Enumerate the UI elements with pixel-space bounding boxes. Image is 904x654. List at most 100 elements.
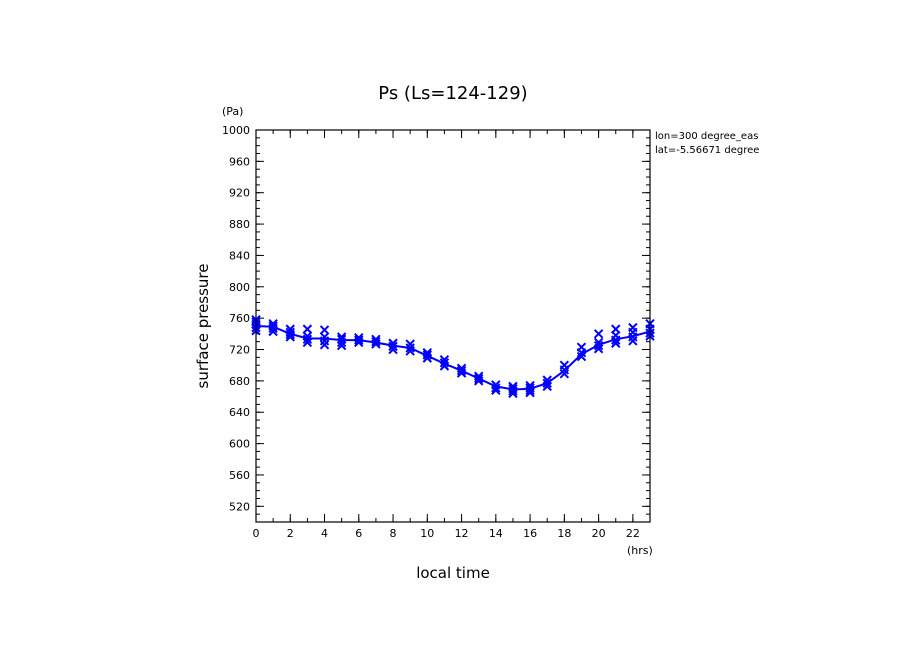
- marker-stroke: [576, 342, 587, 352]
- y-unit-label: (Pa): [222, 105, 243, 118]
- marker-stroke: [491, 380, 501, 390]
- data-point-marker: [611, 324, 621, 334]
- x-tick-label: 16: [523, 527, 537, 540]
- data-point-marker: [405, 346, 415, 356]
- data-point-marker: [508, 381, 518, 392]
- data-point-marker: [285, 324, 295, 334]
- y-tick-label: 760: [229, 312, 250, 325]
- x-unit-label: (hrs): [627, 544, 653, 557]
- data-point-marker: [422, 347, 433, 358]
- marker-stroke: [302, 331, 313, 341]
- data-point-marker: [473, 371, 484, 381]
- y-tick-label: 1000: [222, 124, 250, 137]
- marker-stroke: [473, 373, 484, 384]
- marker-stroke: [456, 365, 467, 376]
- x-tick-label: 8: [390, 527, 397, 540]
- x-tick-label: 4: [321, 527, 328, 540]
- marker-stroke: [371, 336, 381, 347]
- x-axis-label: local time: [416, 564, 490, 582]
- marker-stroke: [268, 318, 278, 329]
- data-point-marker: [508, 384, 518, 394]
- data-point-marker: [371, 336, 381, 347]
- data-point-marker: [302, 334, 313, 345]
- data-point-marker: [559, 360, 570, 370]
- marker-stroke: [628, 322, 638, 333]
- chart-title: Ps (Ls=124-129): [378, 83, 527, 104]
- marker-stroke: [508, 381, 518, 392]
- y-tick-label: 840: [229, 249, 250, 262]
- y-tick-label: 640: [229, 406, 250, 419]
- marker-stroke: [319, 325, 330, 335]
- data-point-marker: [593, 337, 604, 348]
- marker-stroke: [371, 334, 381, 345]
- annotation-lon: lon=300 degree_eas: [655, 131, 758, 142]
- data-point-marker: [285, 327, 295, 337]
- marker-stroke: [456, 363, 467, 374]
- marker-stroke: [354, 335, 364, 345]
- x-tick-label: 2: [287, 527, 294, 540]
- marker-stroke: [611, 338, 621, 348]
- y-tick-label: 560: [229, 469, 250, 482]
- data-point-marker: [302, 331, 313, 341]
- y-tick-label: 920: [229, 187, 250, 200]
- marker-stroke: [525, 383, 535, 393]
- marker-stroke: [405, 339, 415, 349]
- x-tick-label: 10: [420, 527, 434, 540]
- marker-stroke: [268, 321, 278, 331]
- marker-stroke: [593, 337, 604, 348]
- data-point-marker: [268, 321, 278, 331]
- data-point-marker: [456, 365, 467, 376]
- x-tick-label: 18: [557, 527, 571, 540]
- data-point-marker: [628, 322, 638, 333]
- marker-stroke: [542, 375, 552, 385]
- marker-stroke: [525, 380, 535, 391]
- data-point-marker: [268, 318, 278, 329]
- mean-line: [255, 325, 651, 391]
- x-tick-label: 14: [489, 527, 503, 540]
- marker-stroke: [491, 383, 501, 393]
- marker-stroke: [508, 384, 518, 394]
- x-tick-label: 6: [355, 527, 362, 540]
- data-point-marker: [473, 373, 484, 384]
- data-point-marker: [439, 355, 450, 365]
- data-point-marker: [302, 324, 313, 334]
- marker-stroke: [319, 332, 330, 342]
- data-point-marker: [593, 329, 604, 339]
- data-point-marker: [491, 383, 501, 393]
- marker-stroke: [388, 341, 398, 352]
- marker-stroke: [439, 358, 450, 368]
- marker-stroke: [336, 332, 347, 342]
- marker-stroke: [302, 324, 313, 334]
- annotation-lat: lat=-5.56671 degree: [655, 145, 759, 156]
- marker-stroke: [285, 327, 295, 337]
- data-point-marker: [336, 334, 347, 345]
- data-layer: [251, 315, 655, 399]
- data-point-marker: [491, 380, 501, 390]
- marker-stroke: [336, 334, 347, 345]
- x-tick-label: 0: [253, 527, 260, 540]
- data-point-marker: [336, 332, 347, 342]
- x-tick-label: 12: [455, 527, 469, 540]
- plot-frame: [255, 129, 651, 523]
- marker-stroke: [388, 338, 398, 348]
- y-tick-label: 720: [229, 344, 250, 357]
- data-point-marker: [319, 325, 330, 335]
- y-tick-label: 520: [229, 500, 250, 513]
- data-point-marker: [456, 363, 467, 374]
- marker-stroke: [559, 360, 570, 370]
- data-point-marker: [371, 334, 381, 345]
- data-point-marker: [354, 335, 364, 345]
- data-point-marker: [439, 358, 450, 368]
- marker-stroke: [542, 378, 552, 388]
- marker-stroke: [439, 355, 450, 365]
- x-tick-label: 22: [626, 527, 640, 540]
- x-tick-label: 20: [592, 527, 606, 540]
- data-point-marker: [405, 339, 415, 349]
- marker-stroke: [422, 347, 433, 358]
- marker-stroke: [405, 346, 415, 356]
- y-tick-label: 680: [229, 375, 250, 388]
- data-point-marker: [611, 338, 621, 348]
- marker-stroke: [611, 324, 621, 334]
- data-point-marker: [354, 333, 364, 343]
